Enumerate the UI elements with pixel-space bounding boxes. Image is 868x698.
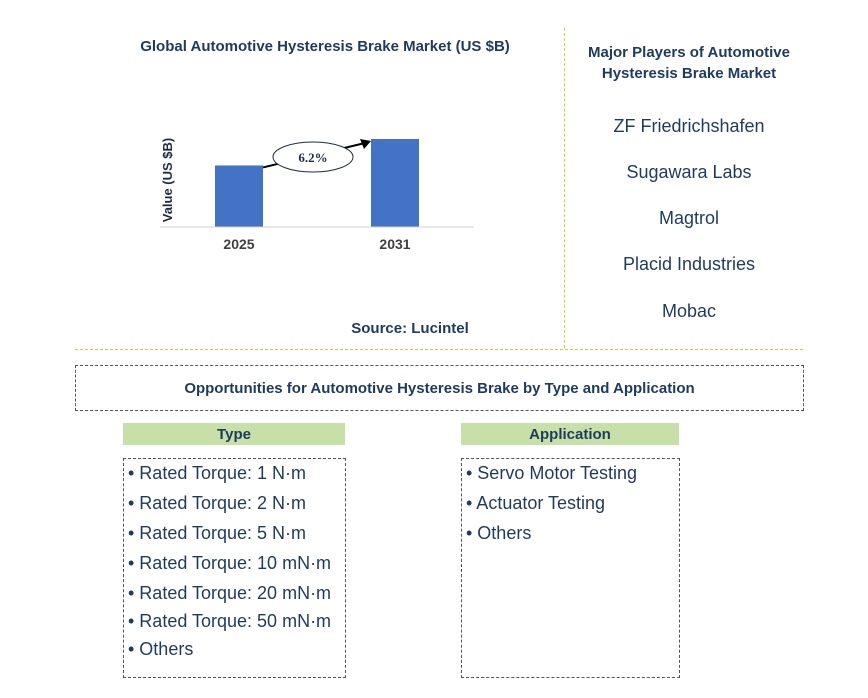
bar-chart: 2025 2031 Value (US $B) 6.2% [160, 138, 474, 252]
player-item: Placid Industries [622, 254, 756, 274]
x-tick-label: 2031 [379, 236, 410, 252]
growth-label: 6.2% [298, 150, 327, 165]
player-item: ZF Friedrichshafen [613, 116, 765, 136]
application-item: • Actuator Testing [466, 493, 606, 513]
growth-ellipse [272, 141, 354, 173]
application-list: • Servo Motor Testing • Actuator Testing… [461, 458, 680, 678]
type-item: • Rated Torque: 1 N·m [128, 463, 307, 483]
bar [371, 139, 419, 227]
application-item: • Others [466, 523, 532, 543]
player-item: Sugawara Labs [626, 162, 752, 182]
opportunities-title: Opportunities for Automotive Hysteresis … [75, 365, 804, 411]
type-item: • Rated Torque: 5 N·m [128, 523, 307, 543]
chart-title: Global Automotive Hysteresis Brake Marke… [140, 38, 510, 55]
type-item: • Rated Torque: 20 mN·m [128, 583, 332, 603]
type-list: • Rated Torque: 1 N·m • Rated Torque: 2 … [123, 458, 346, 678]
horizontal-divider [75, 349, 803, 350]
bar [215, 165, 263, 227]
type-item: • Others [128, 639, 194, 659]
growth-arrowhead [360, 139, 371, 149]
y-axis-label: Value (US $B) [160, 138, 175, 223]
players-title: Major Players of Automotive Hysteresis B… [588, 44, 790, 82]
type-header: Type [123, 423, 345, 445]
x-tick-label: 2025 [223, 236, 254, 252]
vertical-divider [564, 28, 565, 348]
source-label: Source: Lucintel [351, 320, 469, 337]
player-item: Mobac [661, 301, 717, 321]
player-item: Magtrol [658, 208, 720, 228]
type-item: • Rated Torque: 10 mN·m [128, 553, 332, 573]
application-header: Application [461, 423, 679, 445]
type-item: • Rated Torque: 50 mN·m [128, 611, 332, 631]
application-item: • Servo Motor Testing [466, 463, 638, 483]
type-item: • Rated Torque: 2 N·m [128, 493, 307, 513]
